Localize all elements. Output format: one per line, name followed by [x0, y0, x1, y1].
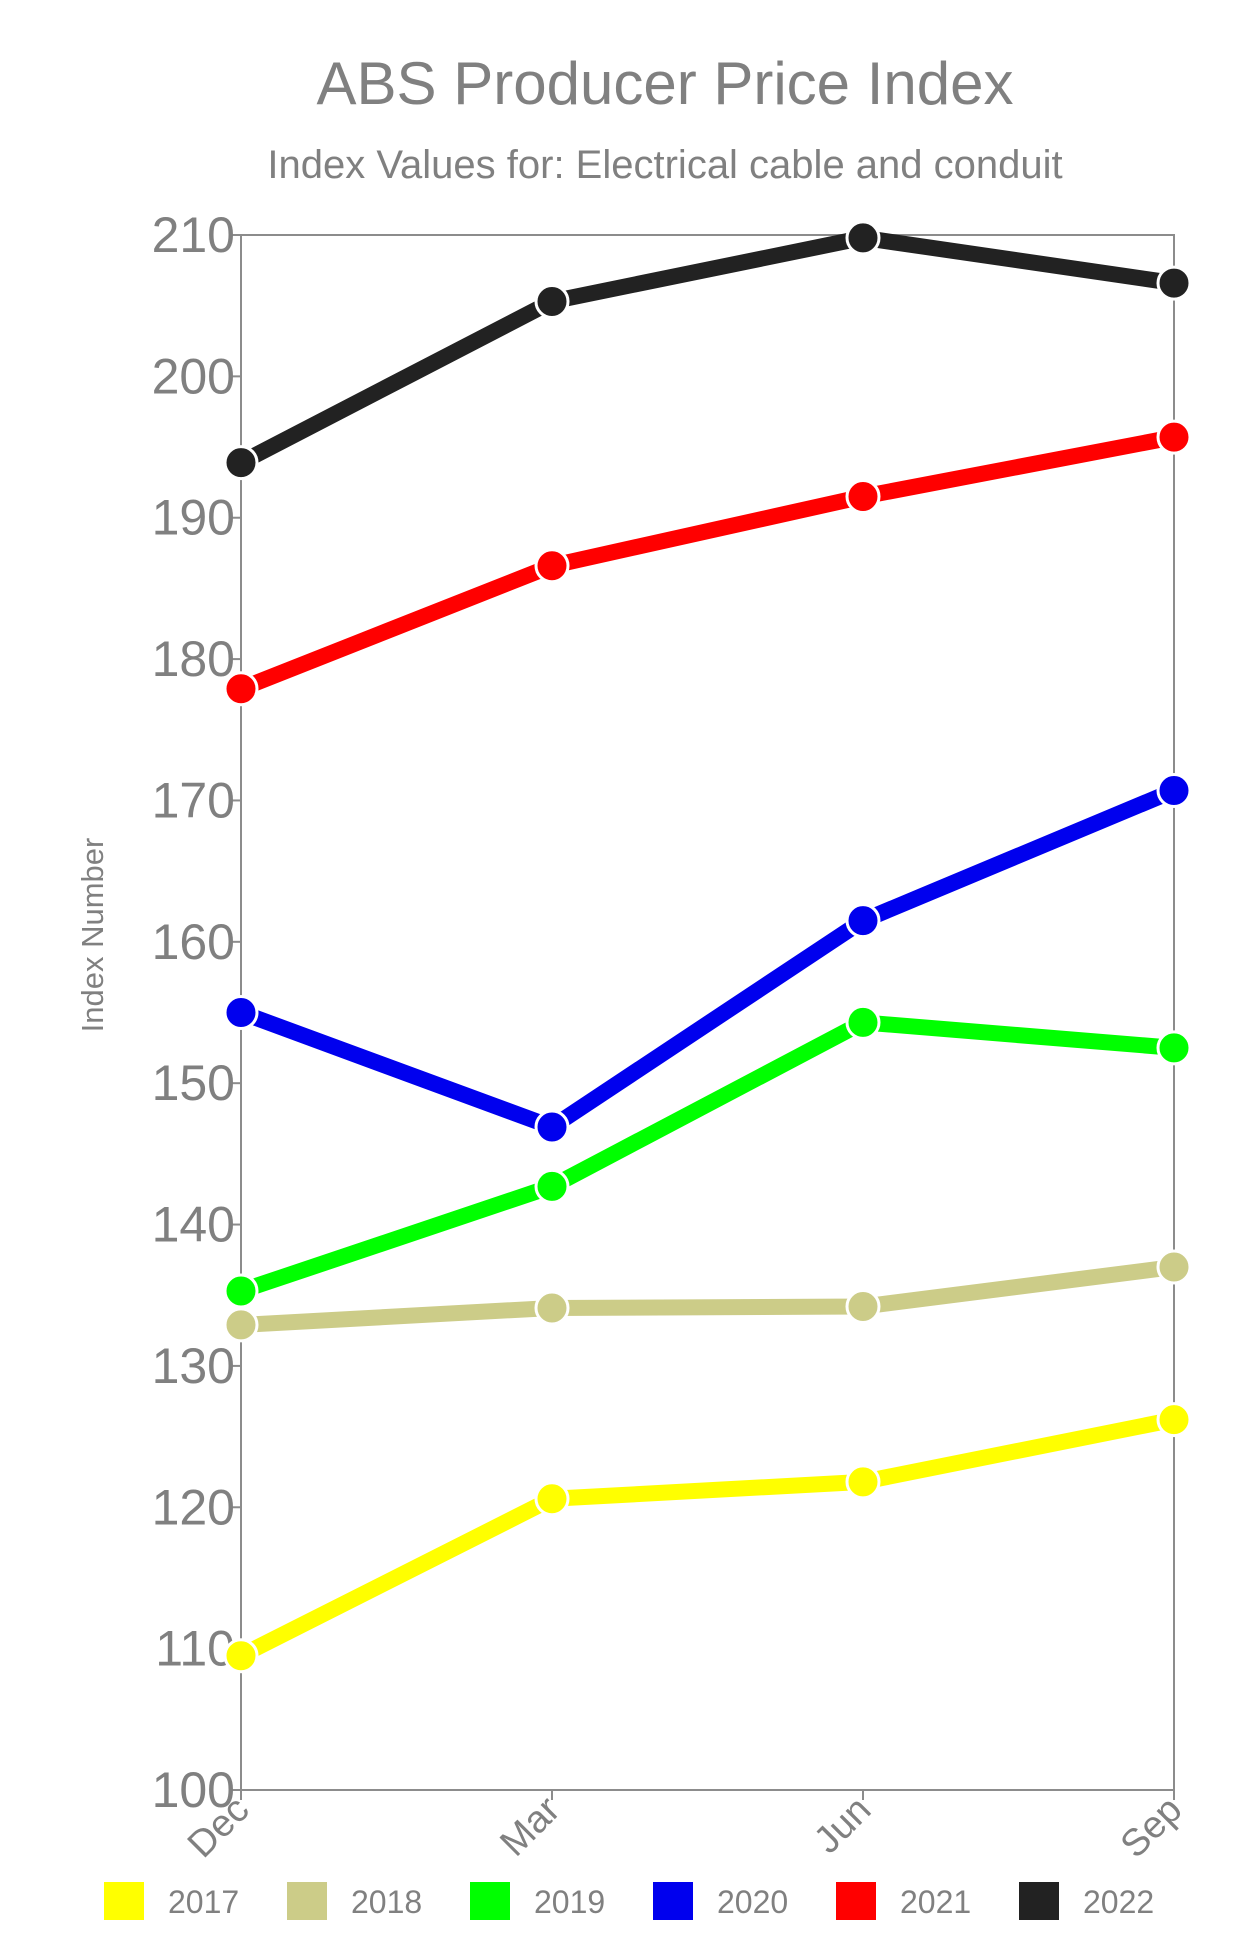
data-point[interactable]: [534, 1168, 570, 1204]
series-line: [233, 1258, 1182, 1333]
y-tick-label: 200: [152, 348, 235, 404]
data-point[interactable]: [223, 671, 259, 707]
legend-label: 2022: [1083, 1884, 1154, 1920]
legend-swatch: [1019, 1882, 1059, 1920]
y-tick-label: 170: [152, 772, 235, 828]
x-tick-label: Mar: [492, 1788, 568, 1864]
series-2018: [223, 1249, 1192, 1343]
data-point[interactable]: [1156, 1402, 1192, 1438]
data-point[interactable]: [223, 1273, 259, 1309]
legend-label: 2019: [534, 1884, 605, 1920]
data-point[interactable]: [534, 1109, 570, 1145]
data-point[interactable]: [1156, 419, 1192, 455]
data-point[interactable]: [534, 1481, 570, 1517]
data-point[interactable]: [845, 1004, 881, 1040]
series-2021: [223, 419, 1192, 707]
data-point[interactable]: [223, 1307, 259, 1343]
legend-label: 2017: [168, 1884, 239, 1920]
legend-swatch: [836, 1882, 876, 1920]
data-point[interactable]: [1156, 265, 1192, 301]
chart-subtitle: Index Values for: Electrical cable and c…: [267, 143, 1062, 187]
data-point[interactable]: [1156, 773, 1192, 809]
x-tick-label: Jun: [806, 1789, 879, 1862]
data-point[interactable]: [534, 548, 570, 584]
legend-item-2022[interactable]: 2022: [1019, 1882, 1154, 1920]
series-line: [233, 1014, 1182, 1299]
data-point[interactable]: [223, 995, 259, 1030]
series-line: [233, 1411, 1182, 1664]
y-axis-ticks: 100 110 120 130 140 150 160 170 180 190 200 210: [152, 207, 241, 1818]
data-point[interactable]: [1156, 1030, 1192, 1066]
data-point[interactable]: [845, 1464, 881, 1500]
legend-item-2019[interactable]: 2019: [470, 1882, 605, 1920]
x-tick-label: Sep: [1113, 1789, 1191, 1867]
data-point[interactable]: [845, 479, 881, 515]
legend-label: 2021: [900, 1884, 971, 1920]
y-tick-label: 190: [152, 490, 235, 546]
series-2020: [223, 773, 1192, 1145]
data-point[interactable]: [534, 1290, 570, 1326]
y-tick-label: 150: [152, 1055, 235, 1111]
y-tick-label: 110: [155, 1621, 235, 1677]
x-axis-ticks: Dec Mar Jun Sep: [180, 1788, 1190, 1866]
legend-swatch: [287, 1882, 327, 1920]
legend-label: 2018: [351, 1884, 422, 1920]
series-2017: [223, 1402, 1192, 1674]
data-point[interactable]: [845, 220, 881, 256]
series-line: [233, 782, 1182, 1136]
y-tick-label: 180: [152, 631, 235, 687]
legend-label: 2020: [717, 1884, 788, 1920]
y-tick-label: 130: [152, 1338, 235, 1394]
series-2022: [223, 220, 1192, 481]
series-line: [233, 429, 1182, 697]
y-axis-label: Index Number: [75, 838, 110, 1033]
chart-title: ABS Producer Price Index: [316, 50, 1013, 117]
legend-swatch: [104, 1882, 144, 1920]
series-layer: [223, 220, 1192, 1674]
data-point[interactable]: [845, 903, 881, 939]
legend-item-2018[interactable]: 2018: [287, 1882, 422, 1920]
y-tick-label: 120: [152, 1479, 235, 1535]
y-tick-label: 160: [152, 914, 235, 970]
legend-swatch: [470, 1882, 510, 1920]
legend-item-2017[interactable]: 2017: [104, 1882, 239, 1920]
legend-swatch: [653, 1882, 693, 1920]
data-point[interactable]: [1156, 1249, 1192, 1285]
y-tick-label: 210: [152, 207, 235, 263]
data-point[interactable]: [534, 283, 570, 319]
legend-item-2021[interactable]: 2021: [836, 1882, 971, 1920]
y-tick-label: 100: [152, 1762, 235, 1818]
y-tick-label: 140: [152, 1197, 235, 1253]
data-point[interactable]: [223, 445, 259, 481]
legend-item-2020[interactable]: 2020: [653, 1882, 788, 1920]
data-point[interactable]: [223, 1638, 259, 1674]
legend: 2017 2018 2019 2020 2021 2022: [104, 1882, 1154, 1920]
data-point[interactable]: [845, 1289, 881, 1325]
series-line: [233, 229, 1182, 471]
series-2019: [223, 1004, 1192, 1309]
